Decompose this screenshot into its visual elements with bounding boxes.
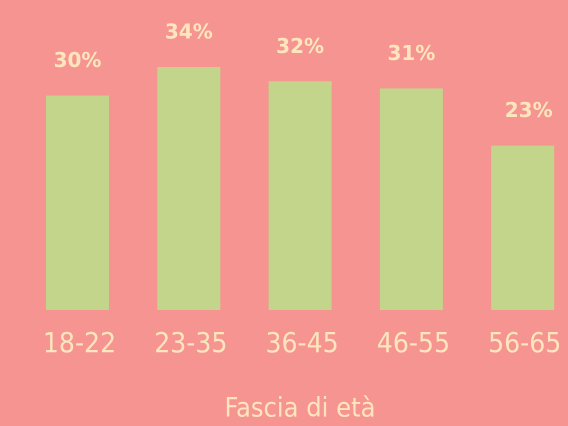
value-label: 23% — [505, 98, 553, 122]
x-tick-label: 46-55 — [377, 326, 450, 359]
value-label: 32% — [276, 34, 324, 58]
value-label: 34% — [165, 20, 213, 44]
bar — [157, 67, 221, 310]
bar — [379, 88, 443, 310]
x-tick-label: 36-45 — [266, 326, 339, 359]
x-axis-label: Fascia di età — [225, 393, 376, 424]
x-tick-label: 23-35 — [154, 326, 227, 359]
bar — [268, 81, 332, 310]
x-tick-label: 18-22 — [43, 326, 116, 359]
bar — [46, 95, 109, 311]
bar — [491, 145, 555, 310]
x-tick-label: 56-65 — [488, 326, 561, 359]
value-label: 31% — [387, 41, 435, 65]
value-label: 30% — [54, 48, 102, 72]
